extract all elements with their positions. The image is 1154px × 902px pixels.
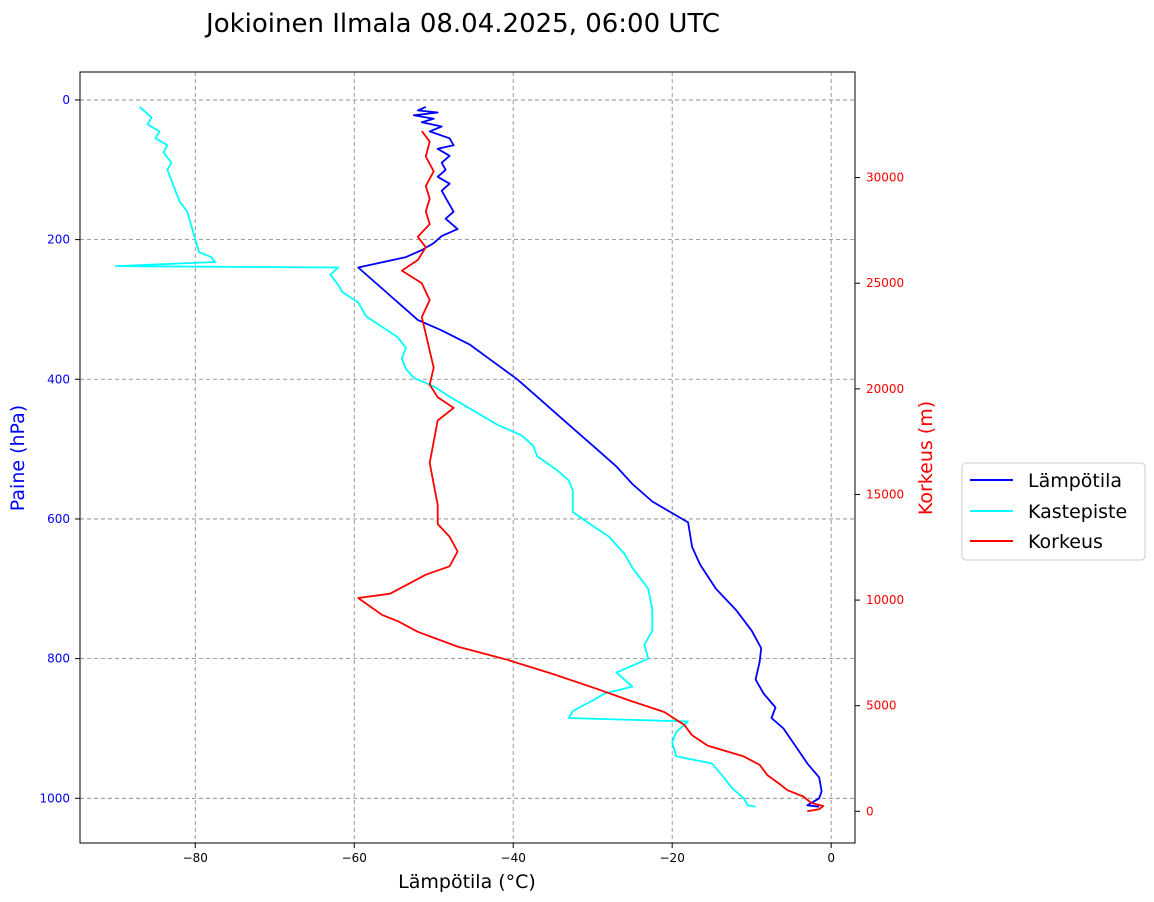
height-line <box>357 130 825 813</box>
y-right-tick-label: 25000 <box>866 276 904 290</box>
temperature-line <box>357 106 823 808</box>
y-left-tick-label: 1000 <box>39 791 70 805</box>
legend-label-temperature: Lämpötila <box>1028 470 1122 492</box>
x-axis-ticks: −80 −60 −40 −20 0 <box>183 843 835 865</box>
x-tick-label: −40 <box>501 851 526 865</box>
chart-title: Jokioinen Ilmala 08.04.2025, 06:00 UTC <box>204 9 720 39</box>
legend-box <box>961 462 1146 561</box>
legend-label-height: Korkeus <box>1028 531 1103 553</box>
legend-label-dewpoint: Kastepiste <box>1028 501 1127 523</box>
x-tick-label: 0 <box>827 851 835 865</box>
dewpoint-line <box>114 106 756 808</box>
y-left-tick-label: 200 <box>47 233 70 247</box>
x-tick-label: −60 <box>342 851 367 865</box>
y-axis-right-label: Korkeus (m) <box>915 401 937 515</box>
y-left-tick-label: 0 <box>62 93 70 107</box>
y-axis-left-ticks: 0 200 400 600 800 1000 <box>39 93 80 805</box>
y-axis-left-label: Paine (hPa) <box>7 405 29 511</box>
x-tick-label: −20 <box>660 851 685 865</box>
plot-frame <box>79 71 856 844</box>
y-left-tick-label: 800 <box>47 652 70 666</box>
series-layer <box>114 106 825 813</box>
x-axis-label: Lämpötila (°C) <box>398 871 536 893</box>
y-right-tick-label: 20000 <box>866 382 904 396</box>
grid-lines <box>80 72 855 843</box>
x-tick-label: −80 <box>183 851 208 865</box>
y-right-tick-label: 15000 <box>866 487 904 501</box>
y-left-tick-label: 400 <box>47 372 70 386</box>
y-left-tick-label: 600 <box>47 512 70 526</box>
y-right-tick-label: 10000 <box>866 593 904 607</box>
y-right-tick-label: 0 <box>866 804 874 818</box>
y-axis-right-ticks: 0 5000 10000 15000 20000 25000 30000 <box>855 171 904 818</box>
y-right-tick-label: 5000 <box>866 699 897 713</box>
legend: Lämpötila Kastepiste Korkeus <box>961 462 1146 561</box>
y-right-tick-label: 30000 <box>866 171 904 185</box>
